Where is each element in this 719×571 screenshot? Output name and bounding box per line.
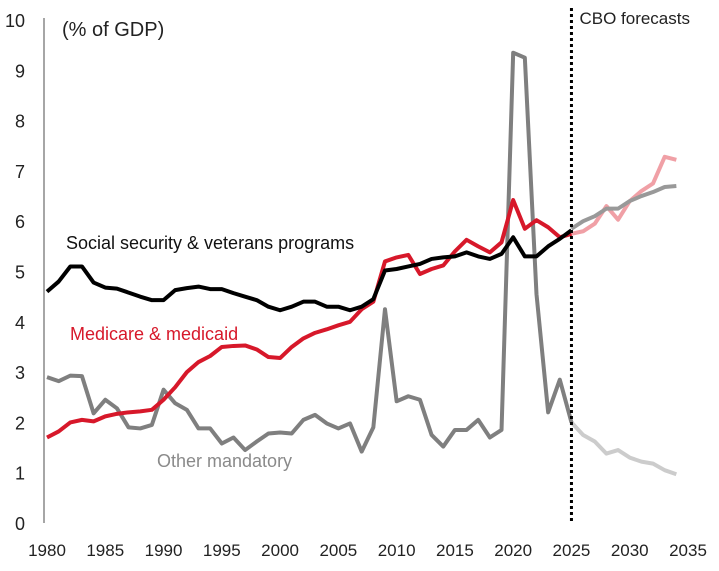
y-tick-label: 10 [5,11,25,31]
x-tick-label: 2005 [319,541,357,560]
y-axis-label: (% of GDP) [62,19,164,41]
y-tick-label: 6 [15,212,25,232]
series-label-other-mandatory: Other mandatory [157,451,292,471]
y-tick-label: 1 [15,464,25,484]
series-forecast-line [571,154,677,236]
y-tick-label: 9 [15,61,25,81]
y-tick-label: 3 [15,363,25,383]
x-tick-label: 2025 [553,541,591,560]
x-tick-label: 1995 [203,541,241,560]
series-forecast-line [570,183,677,231]
series-label-social-security: Social security & veterans programs [66,233,354,253]
y-tick-label: 5 [15,263,25,283]
y-tick-label: 2 [15,413,25,433]
x-tick-label: 2015 [436,541,474,560]
series-line [46,198,573,440]
forecast-label: CBO forecasts [579,9,690,28]
y-tick-label: 4 [15,313,25,333]
series-forecast-line [569,421,677,477]
x-tick-label: 2010 [378,541,416,560]
x-tick-label: 2000 [261,541,299,560]
y-tick-label: 0 [15,514,25,534]
series-line [46,50,574,454]
y-tick-label: 7 [15,162,25,182]
series-label-medicare: Medicare & medicaid [70,324,238,344]
x-tick-label: 2035 [669,541,707,560]
x-tick-label: 2020 [494,541,532,560]
x-tick-label: 1985 [86,541,124,560]
y-tick-label: 8 [15,112,25,132]
x-tick-label: 1980 [28,541,66,560]
x-tick-label: 1990 [145,541,183,560]
x-tick-label: 2030 [611,541,649,560]
series-line [45,228,573,313]
